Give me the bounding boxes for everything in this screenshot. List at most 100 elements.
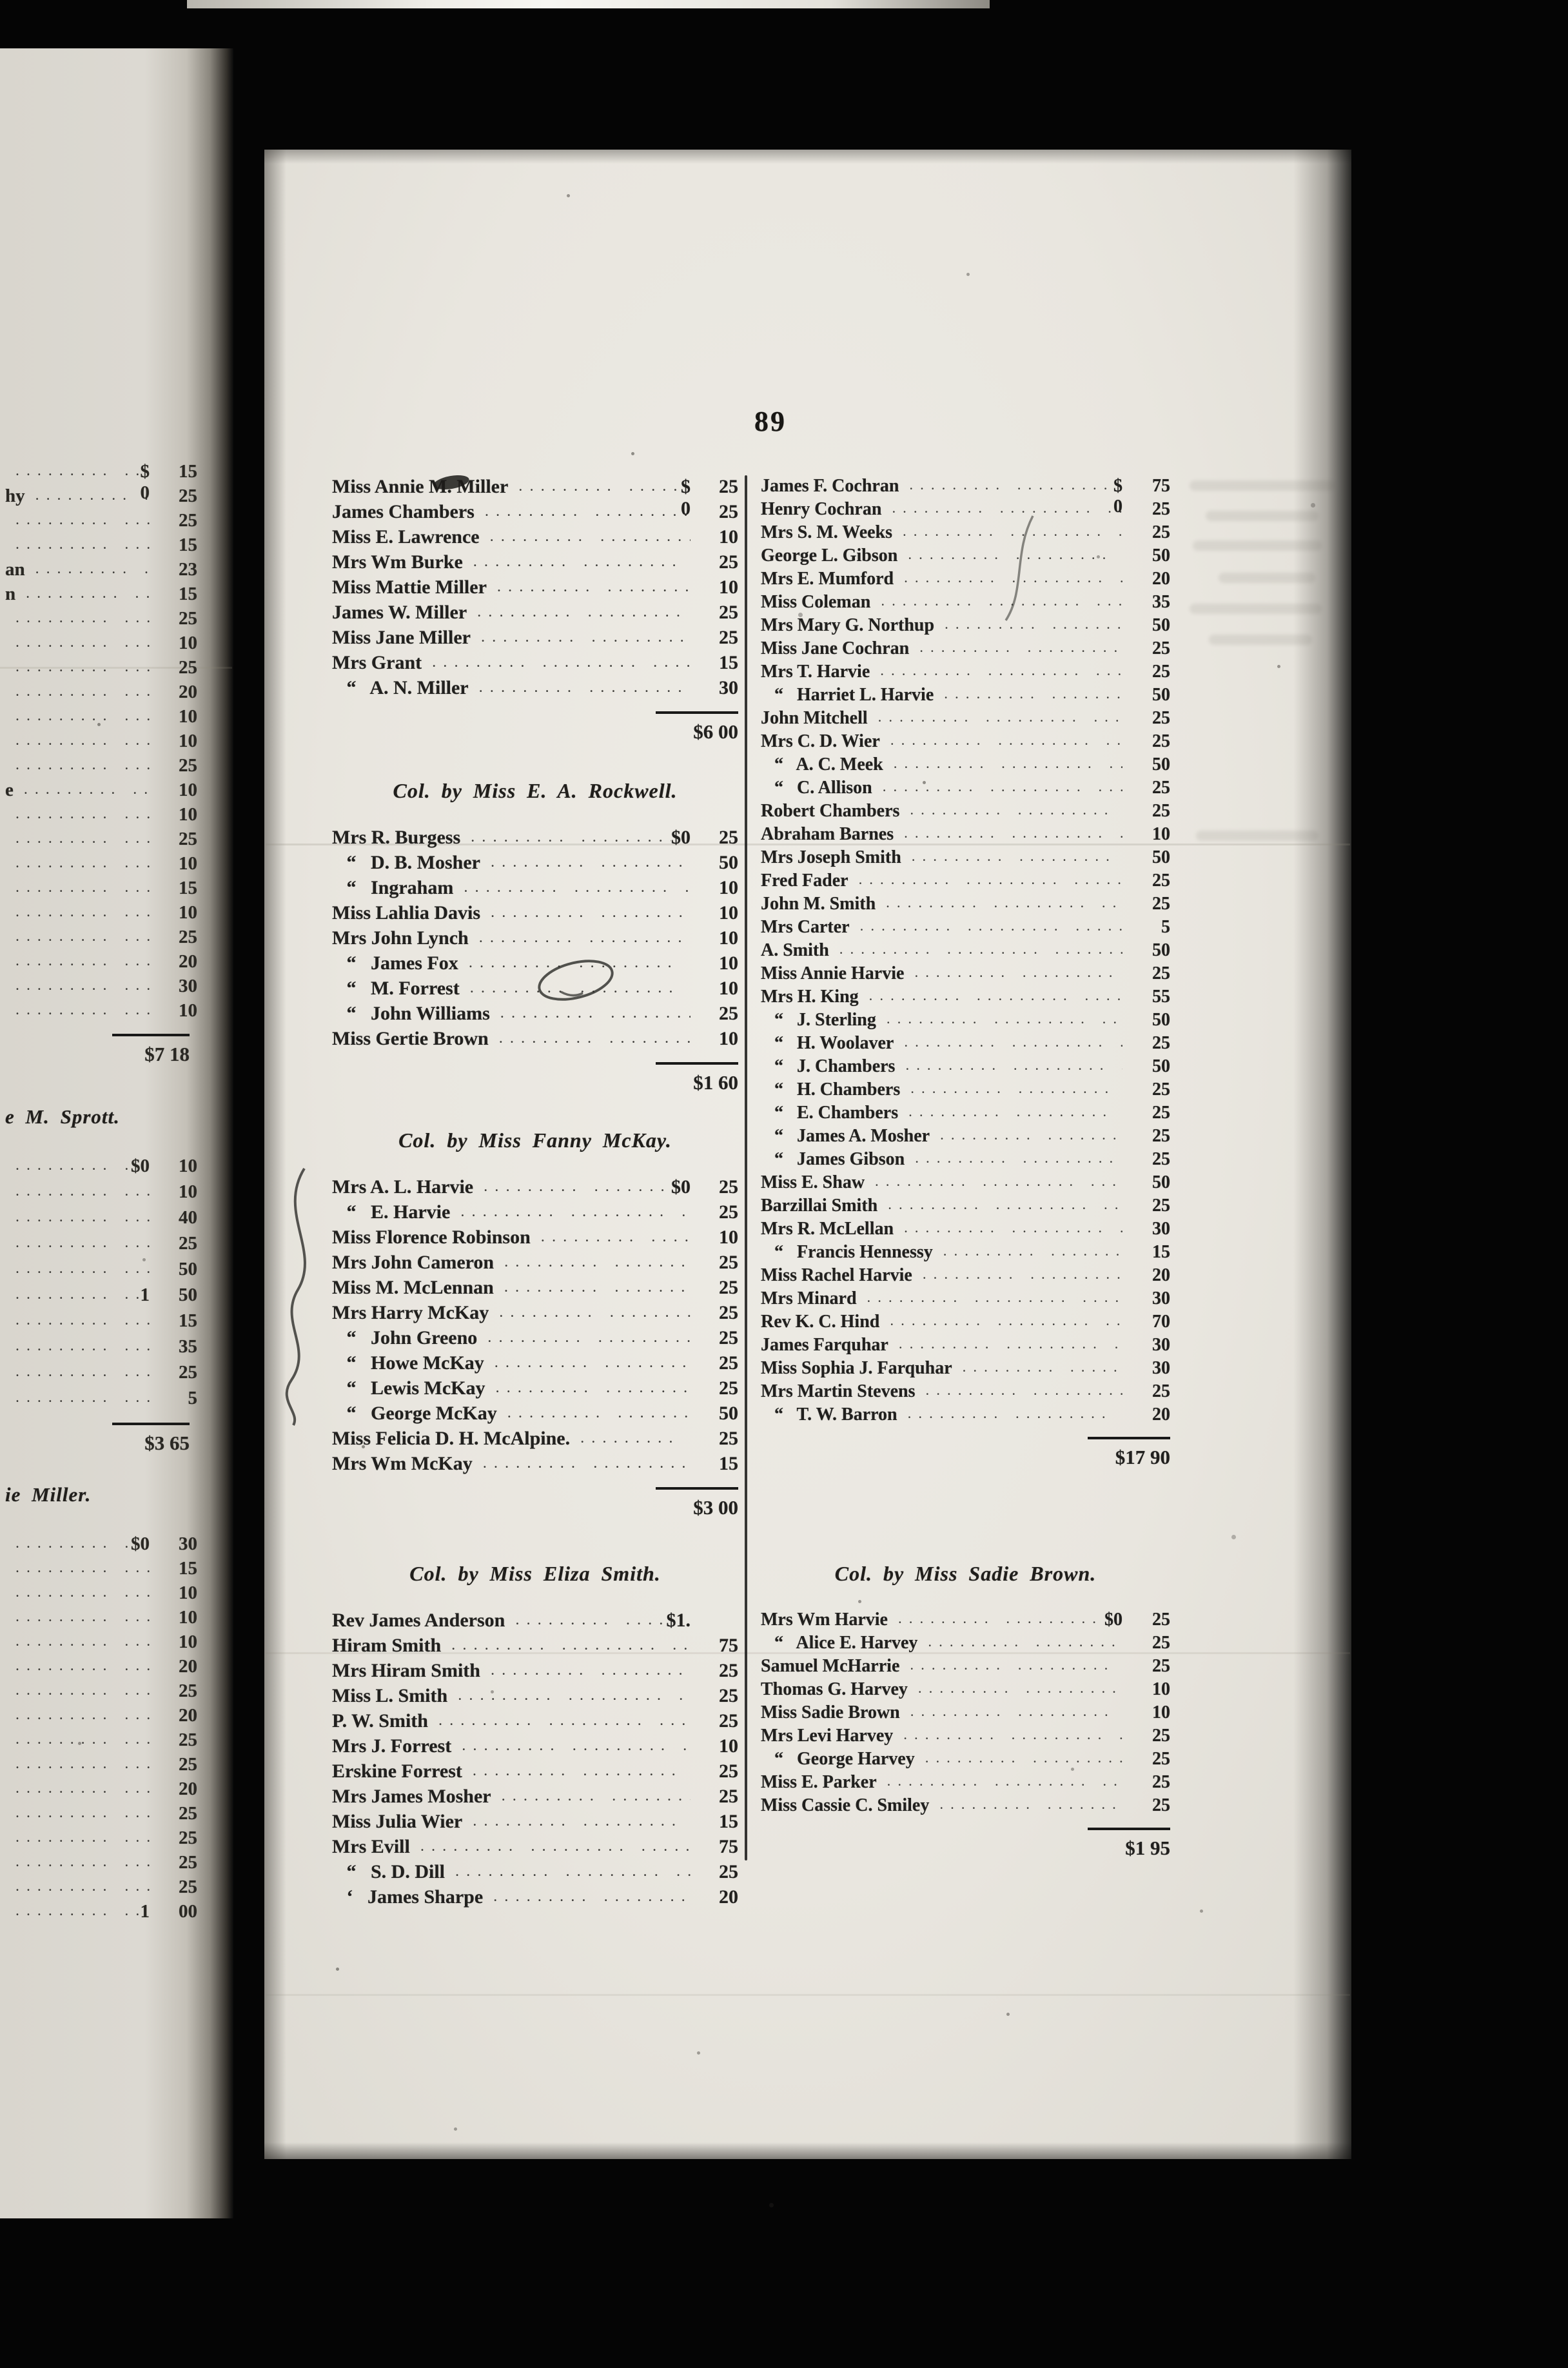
- leader-dots: ......... ......... ......... ......... …: [15, 1157, 131, 1174]
- amount-cents: 10: [179, 1607, 197, 1628]
- ledger-row: “ A. N. Miller ......... ......... ......…: [332, 677, 739, 702]
- amount-cents: 25: [1152, 1033, 1170, 1053]
- ledger-row: hy ......... ......... ......... ........…: [5, 486, 197, 510]
- donor-name: an: [5, 559, 25, 580]
- donor-name: Miss Coleman: [761, 592, 871, 612]
- leader-dots: ......... ......... ......... ......... …: [15, 1389, 150, 1406]
- ledger-row: ......... ......... ......... ......... …: [5, 535, 197, 559]
- leader-dots: ......... ......... ......... ......... …: [15, 1234, 150, 1251]
- donor-name: A. Smith: [761, 940, 829, 960]
- leader-dots: ......... ......... ......... ......... …: [905, 1057, 1122, 1073]
- ledger-row: Miss Felicia D. H. McAlpine. ......... ..…: [332, 1428, 738, 1453]
- donor-name: “ H. Chambers: [761, 1080, 901, 1100]
- ledger-row: “ E. Harvie ......... ......... .........…: [332, 1201, 739, 1227]
- leader-dots: ......... ......... ......... ......... …: [15, 732, 150, 749]
- leader-dots: ......... ......... ......... ......... …: [478, 678, 691, 696]
- donor-name: Miss E. Lawrence: [332, 526, 480, 548]
- leader-dots: ......... ......... ......... ......... …: [15, 1902, 141, 1919]
- amount-cents: 23: [179, 559, 197, 580]
- amount-cents: 25: [1152, 1126, 1170, 1146]
- leader-dots: ......... ......... ......... ......... …: [460, 1203, 691, 1220]
- leader-dots: ......... ......... ......... ......... …: [464, 878, 691, 896]
- leader-dots: ......... ......... ......... ......... …: [15, 1608, 150, 1625]
- ledger-section-cochran-continued: James F. Cochran ......... ......... ....…: [761, 476, 1170, 1469]
- donor-name: Miss Jane Cochran: [761, 638, 910, 658]
- leader-dots: ......... ......... ......... ......... …: [15, 1829, 150, 1846]
- donor-name: Mrs Wm Harvie: [761, 1610, 888, 1630]
- ledger-row: Mrs H. King ......... ......... .........…: [761, 987, 1170, 1010]
- amount-cents: 25: [719, 1786, 738, 1807]
- donor-name: John Mitchell: [761, 708, 868, 728]
- leader-dots: ......... ......... ......... ......... …: [917, 1680, 1122, 1696]
- amount-cents: 25: [179, 1233, 197, 1254]
- leader-dots: ......... ......... ......... ......... …: [500, 1004, 691, 1021]
- donor-name: Mrs R. McLellan: [761, 1219, 894, 1239]
- leader-dots: ......... ......... ......... ......... …: [499, 1303, 691, 1321]
- amount-cents: 30: [179, 976, 197, 996]
- leader-dots: ......... ......... ......... ......... …: [455, 1862, 691, 1880]
- ledger-row: Miss Rachel Harvie ......... ......... ..…: [761, 1265, 1170, 1288]
- donor-name: Miss Lahlia Davis: [332, 902, 481, 923]
- amount-cents: 15: [179, 535, 197, 555]
- ledger-row: Miss Annie M. Miller ......... ......... …: [332, 476, 738, 519]
- donor-name: James F. Cochran: [761, 476, 899, 496]
- amount-cents: 25: [1152, 708, 1170, 728]
- donor-name: “ George Harvey: [761, 1749, 915, 1769]
- ledger-row: ‘ James Sharpe ......... ......... ......…: [332, 1886, 739, 1911]
- paper-crease: [266, 1994, 1350, 1996]
- ledger-rows: ......... ......... ......... ......... …: [5, 1156, 197, 1414]
- leader-dots: ......... ......... ......... ......... …: [910, 1657, 1122, 1673]
- leader-dots: ......... ......... ......... ......... …: [15, 928, 150, 945]
- amount-cents: 10: [179, 1632, 197, 1652]
- leader-dots: ......... ......... ......... ......... …: [910, 1080, 1122, 1096]
- donor-name: hy: [5, 486, 25, 506]
- leader-dots: ......... ......... ......... ......... …: [15, 1312, 150, 1328]
- leader-dots: ......... ......... ......... ......... …: [944, 686, 1122, 702]
- amount-cents: 20: [719, 1886, 738, 1908]
- leader-dots: ......... ......... ......... ......... …: [504, 1253, 691, 1270]
- leader-dots: ......... ......... ......... ......... …: [490, 1661, 691, 1679]
- donor-name: “ J. Chambers: [761, 1056, 896, 1076]
- amount-cents: 5: [1161, 917, 1170, 937]
- amount-cents: 10: [179, 902, 197, 923]
- donor-name: Mrs A. L. Harvie: [332, 1176, 474, 1198]
- donor-name: “ Harriet L. Harvie: [761, 685, 934, 705]
- donor-name: Mrs J. Forrest: [332, 1735, 452, 1757]
- amount-cents: 25: [719, 1176, 738, 1198]
- leader-dots: ......... ......... ......... ......... …: [880, 662, 1122, 678]
- amount-cents: 10: [719, 877, 738, 898]
- leader-dots: ......... ......... ......... ......... …: [473, 1812, 691, 1830]
- leader-dots: ......... ......... ......... ......... …: [15, 462, 141, 479]
- donor-name: “ Howe McKay: [332, 1352, 484, 1374]
- ledger-row: Barzillai Smith ......... ......... .....…: [761, 1196, 1170, 1219]
- ledger-row: “ J. Chambers ......... ......... .......…: [761, 1056, 1170, 1080]
- donor-name: “ John Greeno: [332, 1327, 478, 1348]
- ledger-row: Mrs Harry McKay ......... ......... .....…: [332, 1302, 738, 1327]
- ledger-row: “ Francis Hennessy ......... ......... ..…: [761, 1242, 1170, 1265]
- donor-name: Miss M. McLennan: [332, 1277, 494, 1298]
- ledger-row: Mrs John Cameron ......... ......... ....…: [332, 1252, 738, 1277]
- ledger-row: ......... ......... ......... ......... …: [5, 1388, 197, 1414]
- ledger-row: Miss L. Smith ......... ......... .......…: [332, 1685, 738, 1710]
- leader-dots: ......... ......... ......... ......... …: [945, 616, 1122, 632]
- leader-dots: ......... ......... ......... ......... …: [925, 1750, 1122, 1766]
- donor-name: Mrs Levi Harvey: [761, 1726, 894, 1746]
- ledger-row: Rev James Anderson ......... ......... ..…: [332, 1610, 738, 1635]
- amount-cents: 25: [179, 1754, 197, 1775]
- donor-name: “ Alice E. Harvey: [761, 1633, 918, 1653]
- ledger-row: Mrs Grant ......... ......... ......... .…: [332, 652, 738, 677]
- leader-dots: ......... ......... ......... ......... …: [875, 1173, 1122, 1189]
- section-total: $17 90: [1088, 1437, 1170, 1469]
- leader-dots: ......... ......... ......... ......... …: [462, 1737, 691, 1754]
- leader-dots: ......... ......... ......... ......... …: [940, 1127, 1122, 1143]
- leader-dots: ......... ......... ......... ......... …: [15, 683, 150, 700]
- amount-cents: 35: [179, 1336, 197, 1357]
- amount-cents: 25: [719, 1685, 738, 1706]
- leader-dots: ......... ......... ......... ......... …: [898, 1336, 1122, 1352]
- ledger-row: ......... ......... ......... ......... …: [5, 1310, 197, 1336]
- amount-dollars: $ 0: [681, 476, 691, 519]
- amount-cents: 50: [1152, 615, 1170, 635]
- donor-name: Mrs C. D. Wier: [761, 731, 880, 751]
- donor-name: Barzillai Smith: [761, 1196, 878, 1216]
- leader-dots: ......... ......... ......... ......... …: [15, 1363, 150, 1380]
